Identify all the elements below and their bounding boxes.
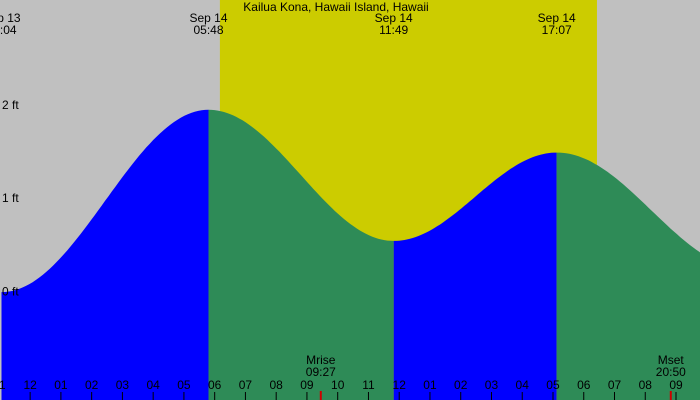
tide-segment [393,152,557,400]
extreme-time: 05:48 [194,23,224,37]
extreme-date: Sep 14 [375,11,413,25]
x-tick-label: 03 [116,378,130,392]
x-tick-label: 02 [85,378,99,392]
extreme-time: 11:49 [379,23,408,37]
x-tick-label: 10 [331,378,345,392]
tide-segment [208,109,394,400]
extreme-time: 23:04 [0,23,17,37]
x-tick-label: 11 [362,378,375,392]
x-tick-label: 04 [146,378,160,392]
x-tick-label: 07 [608,378,622,392]
x-tick-label: 09 [669,378,683,392]
moon-time: 20:50 [656,365,686,379]
x-tick-label: 04 [516,378,530,392]
extreme-date: Sep 13 [0,11,21,25]
y-tick-label: 1 ft [2,191,19,205]
x-tick-label: 07 [239,378,253,392]
tide-segment [1,109,209,400]
x-tick-label: 01 [423,378,437,392]
x-tick-label: 03 [485,378,499,392]
y-tick-label: 0 ft [2,284,19,298]
extreme-date: Sep 14 [538,11,576,25]
moon-time: 09:27 [306,365,336,379]
extreme-date: Sep 14 [190,11,228,25]
x-tick-label: 11 [0,378,6,392]
x-tick-label: 06 [208,378,222,392]
x-tick-label: 08 [639,378,653,392]
moon-label: Mrise [306,353,336,367]
x-tick-label: 02 [454,378,468,392]
x-tick-label: 01 [54,378,68,392]
x-tick-label: 05 [546,378,560,392]
x-tick-label: 12 [393,378,407,392]
x-tick-label: 06 [577,378,591,392]
x-tick-label: 12 [23,378,37,392]
y-tick-label: 2 ft [2,98,19,112]
extreme-time: 17:07 [542,23,572,37]
x-tick-label: 09 [300,378,314,392]
tide-segment [556,152,700,400]
x-tick-label: 08 [270,378,284,392]
x-tick-label: 05 [177,378,191,392]
moon-label: Mset [658,353,685,367]
chart-title: Kailua Kona, Hawaii Island, Hawaii [243,0,428,14]
